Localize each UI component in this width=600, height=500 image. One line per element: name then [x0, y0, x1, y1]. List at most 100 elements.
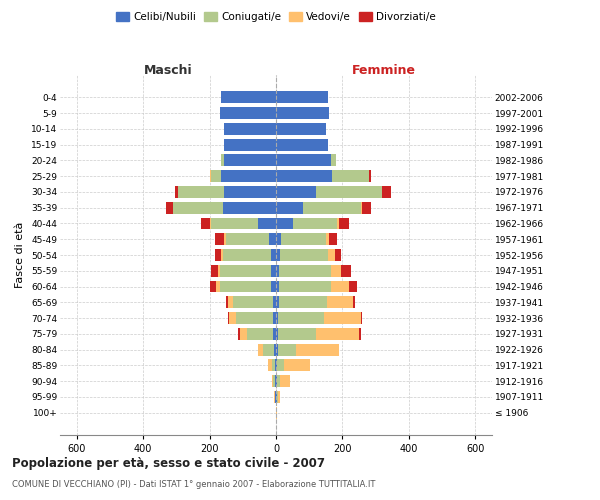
Bar — [166, 202, 173, 213]
Bar — [215, 249, 221, 261]
Bar — [316, 328, 359, 340]
Bar — [276, 407, 277, 418]
Bar — [209, 280, 216, 292]
Bar — [274, 376, 275, 387]
Bar — [331, 154, 336, 166]
Bar — [228, 296, 233, 308]
Bar — [224, 186, 276, 198]
Bar — [220, 265, 271, 276]
Bar — [216, 280, 220, 292]
Bar — [276, 265, 280, 276]
Bar — [331, 265, 341, 276]
Bar — [215, 234, 224, 245]
Bar — [223, 249, 271, 261]
Text: COMUNE DI VECCHIANO (PI) - Dati ISTAT 1° gennaio 2007 - Elaborazione TUTTITALIA.: COMUNE DI VECCHIANO (PI) - Dati ISTAT 1°… — [12, 480, 376, 489]
Bar — [278, 344, 296, 355]
Bar — [224, 234, 226, 245]
Bar — [277, 391, 278, 403]
Bar — [326, 234, 329, 245]
Bar — [296, 344, 339, 355]
Bar — [276, 170, 332, 182]
Bar — [359, 328, 361, 340]
Bar — [339, 218, 349, 230]
Bar — [332, 170, 369, 182]
Bar — [211, 170, 221, 182]
Bar — [175, 186, 178, 198]
Bar — [236, 312, 272, 324]
Bar — [240, 328, 247, 340]
Bar — [276, 202, 302, 213]
Bar — [276, 296, 278, 308]
Bar — [369, 170, 371, 182]
Bar — [280, 265, 331, 276]
Bar — [226, 234, 269, 245]
Bar — [280, 249, 328, 261]
Bar — [276, 107, 329, 119]
Bar — [201, 218, 209, 230]
Bar — [335, 249, 341, 261]
Bar — [278, 296, 327, 308]
Bar — [220, 107, 276, 119]
Bar — [229, 312, 236, 324]
Bar — [284, 360, 310, 372]
Bar — [276, 344, 278, 355]
Text: Maschi: Maschi — [143, 64, 193, 77]
Bar — [274, 391, 275, 403]
Bar — [233, 296, 272, 308]
Bar — [281, 234, 326, 245]
Bar — [337, 218, 339, 230]
Bar — [293, 218, 337, 230]
Bar — [276, 376, 277, 387]
Bar — [224, 138, 276, 150]
Bar — [302, 202, 361, 213]
Bar — [221, 170, 276, 182]
Bar — [331, 280, 349, 292]
Bar — [221, 154, 224, 166]
Bar — [226, 296, 228, 308]
Text: Femmine: Femmine — [352, 64, 416, 77]
Bar — [271, 265, 276, 276]
Bar — [278, 312, 324, 324]
Bar — [228, 312, 229, 324]
Bar — [272, 376, 274, 387]
Bar — [173, 202, 223, 213]
Legend: Celibi/Nubili, Coniugati/e, Vedovi/e, Divorziati/e: Celibi/Nubili, Coniugati/e, Vedovi/e, Di… — [115, 10, 437, 24]
Bar — [276, 280, 280, 292]
Bar — [275, 360, 276, 372]
Bar — [275, 376, 276, 387]
Bar — [316, 186, 382, 198]
Bar — [178, 186, 224, 198]
Bar — [361, 312, 362, 324]
Bar — [276, 92, 328, 103]
Bar — [271, 249, 276, 261]
Bar — [218, 265, 220, 276]
Bar — [276, 360, 277, 372]
Bar — [276, 234, 281, 245]
Bar — [274, 344, 276, 355]
Bar — [382, 186, 391, 198]
Bar — [276, 249, 280, 261]
Bar — [224, 123, 276, 134]
Bar — [278, 391, 280, 403]
Bar — [276, 186, 316, 198]
Bar — [221, 249, 223, 261]
Bar — [276, 328, 278, 340]
Bar — [327, 296, 353, 308]
Bar — [361, 202, 362, 213]
Y-axis label: Fasce di età: Fasce di età — [16, 222, 25, 288]
Bar — [277, 376, 280, 387]
Bar — [277, 360, 284, 372]
Bar — [263, 344, 274, 355]
Bar — [276, 123, 326, 134]
Bar — [247, 328, 274, 340]
Bar — [280, 280, 331, 292]
Bar — [276, 218, 293, 230]
Bar — [328, 249, 335, 261]
Bar — [269, 234, 276, 245]
Bar — [258, 344, 263, 355]
Bar — [258, 218, 276, 230]
Bar — [341, 265, 351, 276]
Bar — [272, 296, 276, 308]
Bar — [324, 312, 361, 324]
Bar — [329, 234, 337, 245]
